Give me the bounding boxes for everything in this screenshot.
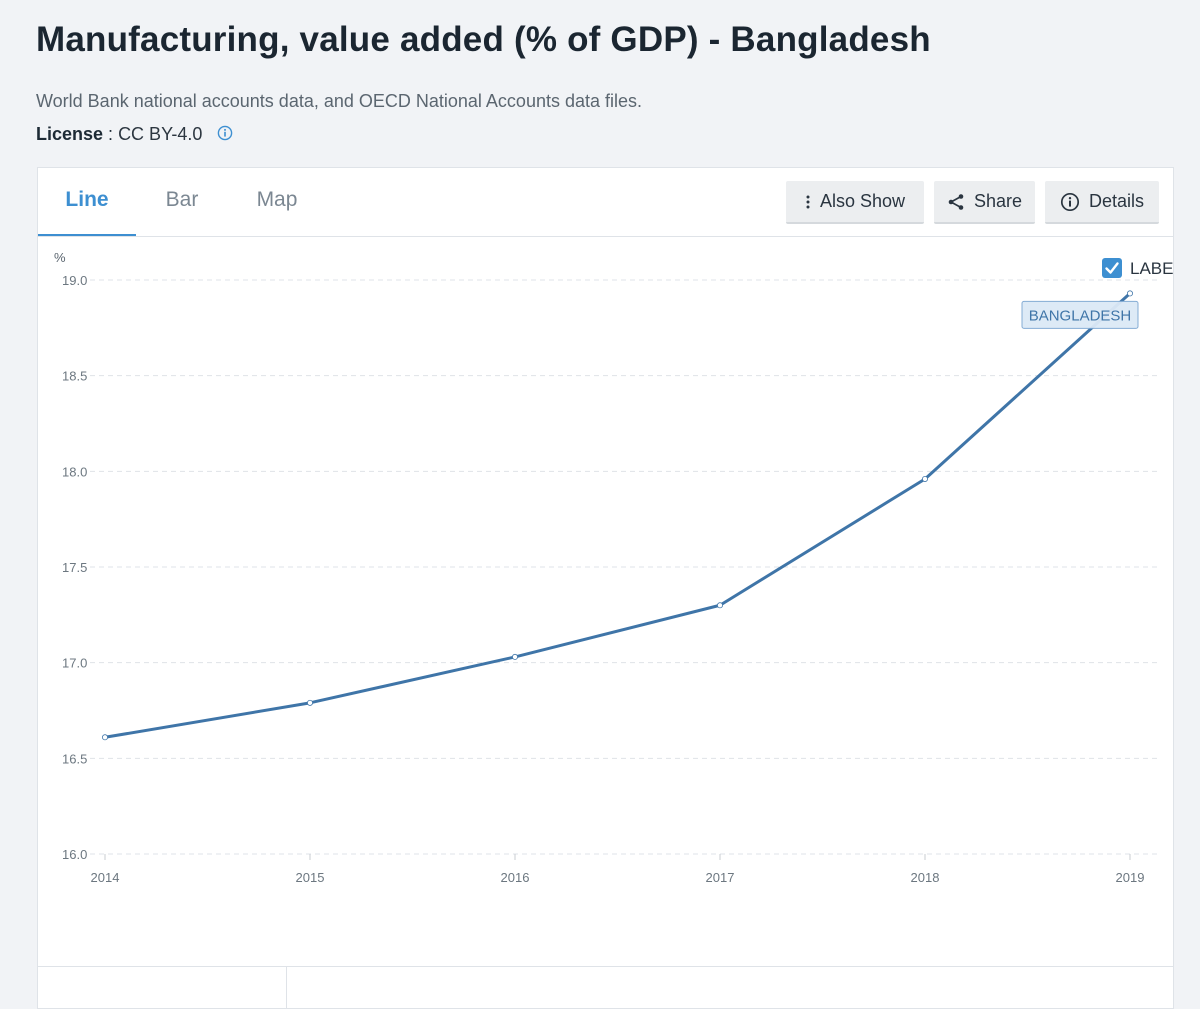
x-tick-label: 2014 xyxy=(91,870,120,885)
license-key: License xyxy=(36,124,104,144)
tab-map[interactable]: Map xyxy=(256,188,298,211)
also-show-button[interactable]: Also Show xyxy=(786,181,924,224)
y-tick-label: 19.0 xyxy=(62,273,87,288)
share-button[interactable]: Share xyxy=(934,181,1035,224)
y-tick-label: 17.0 xyxy=(62,656,87,671)
x-tick-label: 2018 xyxy=(911,870,940,885)
line-chart: % 16.0 16.5 17.0 17.5 18.0 18.5 19.0 2014 2015 201… xyxy=(54,250,1173,885)
series-label-box xyxy=(1021,300,1139,329)
x-tick-label: 2016 xyxy=(501,870,530,885)
tab-bar[interactable]: Bar xyxy=(165,188,199,211)
info-icon[interactable] xyxy=(217,125,233,141)
label-checkbox[interactable] xyxy=(1102,258,1122,278)
details-label: Details xyxy=(1088,191,1145,211)
data-point[interactable] xyxy=(511,653,518,660)
license-line: License : CC BY-4.0 xyxy=(36,124,233,145)
data-point[interactable] xyxy=(1127,290,1134,297)
also-show-label: Also Show xyxy=(819,191,906,211)
details-button[interactable]: Details xyxy=(1045,181,1159,224)
panel-footer-separator xyxy=(286,966,287,1008)
panel-footer-divider xyxy=(38,966,1173,967)
page-title: Manufacturing, value added (% of GDP) - … xyxy=(36,20,931,59)
y-tick-label: 17.5 xyxy=(62,560,87,575)
y-axis-unit-label: % xyxy=(54,250,66,265)
license-separator: : xyxy=(103,124,119,144)
more-vertical-icon xyxy=(806,195,810,208)
info-icon xyxy=(1060,192,1080,211)
license-value: CC BY-4.0 xyxy=(118,124,203,144)
y-tick-label: 16.0 xyxy=(62,847,87,862)
y-tick-label: 16.5 xyxy=(62,751,87,766)
data-point[interactable] xyxy=(922,475,929,482)
check-icon xyxy=(1105,262,1119,274)
tab-divider xyxy=(38,236,1173,237)
data-point[interactable] xyxy=(102,734,109,741)
y-tick-label: 18.5 xyxy=(62,369,87,384)
share-icon xyxy=(948,193,964,210)
source-note: World Bank national accounts data, and O… xyxy=(36,91,643,111)
series-line[interactable] xyxy=(103,291,1132,739)
share-label: Share xyxy=(973,191,1023,211)
label-toggle-text[interactable]: LABEL xyxy=(1130,259,1173,278)
x-tick-label: 2015 xyxy=(296,870,325,885)
chart-panel: Line Bar Map Also Show Share Details % 16… xyxy=(37,167,1174,1009)
series-label: BANGLADESH xyxy=(1029,307,1132,324)
data-point[interactable] xyxy=(717,602,724,609)
tab-line[interactable]: Line xyxy=(38,168,136,237)
data-point[interactable] xyxy=(306,699,313,706)
y-tick-label: 18.0 xyxy=(62,464,87,479)
x-tick-label: 2017 xyxy=(706,870,735,885)
x-tick-label: 2019 xyxy=(1116,870,1145,885)
